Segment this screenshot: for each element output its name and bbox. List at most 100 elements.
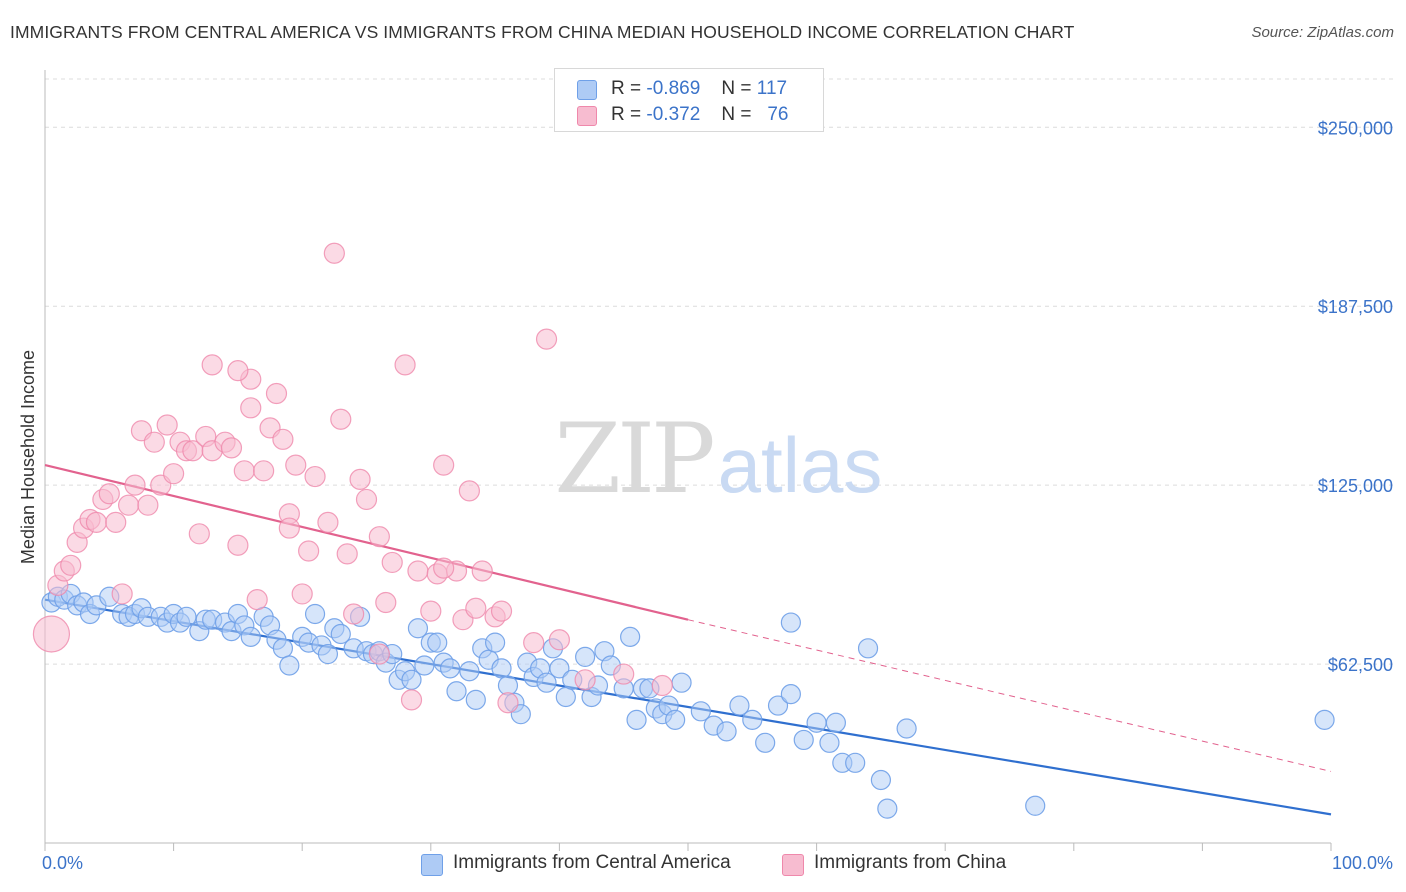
central-america-point — [755, 732, 776, 753]
correlation-legend: R = -0.869 N = 117 R = -0.372 N = 76 — [554, 68, 824, 132]
central-america-point — [780, 612, 801, 633]
legend-n-label: N = — [721, 78, 752, 99]
central-america-point — [317, 643, 339, 665]
china-point — [156, 414, 178, 436]
central-america-point — [485, 632, 506, 653]
china-point — [227, 534, 249, 556]
legend-swatch-china — [577, 106, 597, 126]
y-axis-label: Median Household Income — [18, 350, 38, 564]
central-america-point — [536, 672, 557, 693]
bottom-legend-label-china: Immigrants from China — [814, 852, 1007, 873]
central-america-point — [491, 658, 512, 679]
central-america-point — [439, 658, 461, 679]
china-point — [137, 494, 159, 516]
central-america-point — [330, 623, 351, 645]
china-point — [240, 397, 262, 419]
central-america-point — [465, 689, 486, 710]
china-point — [32, 615, 71, 653]
china-point — [368, 643, 390, 665]
china-point — [471, 560, 493, 582]
central-america-point — [665, 709, 686, 730]
china-trend-extension — [687, 619, 1332, 772]
china-point — [285, 454, 307, 476]
china-point — [574, 669, 596, 691]
china-point — [304, 465, 326, 488]
y-tick-label: $187,500 — [1318, 297, 1393, 317]
china-point — [111, 583, 133, 605]
x-tick-label-end: 100.0% — [1332, 853, 1393, 873]
central-america-point — [806, 712, 827, 733]
central-america-point — [555, 686, 576, 708]
central-america-point — [414, 655, 435, 676]
central-america-point — [459, 661, 480, 682]
legend-swatch-central-america — [577, 80, 597, 100]
china-point — [323, 242, 345, 264]
china-point — [490, 600, 513, 622]
china-point — [330, 408, 352, 430]
central-america-point — [716, 721, 737, 742]
series-china-points — [32, 242, 673, 714]
china-point — [220, 437, 243, 459]
china-point — [265, 382, 288, 405]
central-america-point — [729, 695, 750, 716]
central-america-point — [427, 632, 448, 653]
china-point — [124, 474, 146, 496]
china-point — [272, 428, 294, 450]
y-tick-label: $62,500 — [1328, 655, 1393, 675]
china-point — [458, 480, 480, 502]
central-america-point — [549, 658, 570, 679]
china-point — [343, 603, 365, 625]
china-point — [523, 631, 545, 654]
legend-r-value-china: -0.372 — [646, 104, 701, 125]
central-america-point — [272, 638, 294, 659]
bottom-legend-swatch-central-america — [421, 854, 443, 876]
china-point — [349, 468, 371, 491]
central-america-point — [793, 729, 814, 751]
central-america-point — [176, 606, 197, 627]
china-point — [400, 689, 423, 711]
central-america-point — [626, 709, 647, 730]
china-point — [163, 463, 185, 485]
bottom-legend-label-central-america: Immigrants from Central America — [453, 852, 731, 873]
legend-n-value-central-america: 117 — [756, 78, 788, 99]
y-tick-label: $250,000 — [1318, 118, 1393, 138]
china-point — [117, 494, 140, 516]
china-point — [291, 583, 313, 605]
central-america-point — [279, 655, 300, 676]
central-america-point — [825, 712, 846, 733]
china-point — [381, 551, 403, 574]
chart-source: Source: ZipAtlas.com — [1251, 24, 1394, 41]
y-tick-label: $125,000 — [1318, 476, 1393, 496]
chart-title: IMMIGRANTS FROM CENTRAL AMERICA VS IMMIG… — [10, 22, 1075, 42]
legend-r-label: R = — [611, 78, 642, 99]
central-america-point — [742, 709, 763, 730]
china-point — [336, 543, 358, 565]
china-point — [85, 511, 108, 533]
china-point — [394, 354, 416, 376]
central-america-point — [870, 769, 892, 791]
china-point — [246, 589, 268, 611]
china-point — [253, 460, 275, 482]
central-america-point — [407, 618, 429, 639]
china-point — [368, 526, 390, 548]
central-america-point — [877, 798, 898, 819]
central-america-point — [575, 646, 596, 668]
central-america-point — [845, 752, 866, 773]
china-point — [278, 517, 300, 539]
central-america-point — [767, 695, 789, 716]
china-point — [60, 554, 82, 576]
central-america-point — [819, 732, 840, 753]
china-point — [548, 629, 571, 651]
china-point — [613, 663, 635, 685]
china-point — [98, 483, 120, 505]
central-america-point — [1025, 795, 1046, 816]
china-point — [535, 328, 558, 350]
china-point — [497, 692, 519, 714]
central-america-point — [304, 603, 326, 625]
central-america-point — [240, 626, 261, 647]
x-tick-label-start: 0.0% — [42, 853, 83, 873]
china-point — [355, 488, 378, 511]
legend-r-value-central-america: -0.869 — [646, 78, 701, 99]
china-point — [433, 557, 455, 579]
